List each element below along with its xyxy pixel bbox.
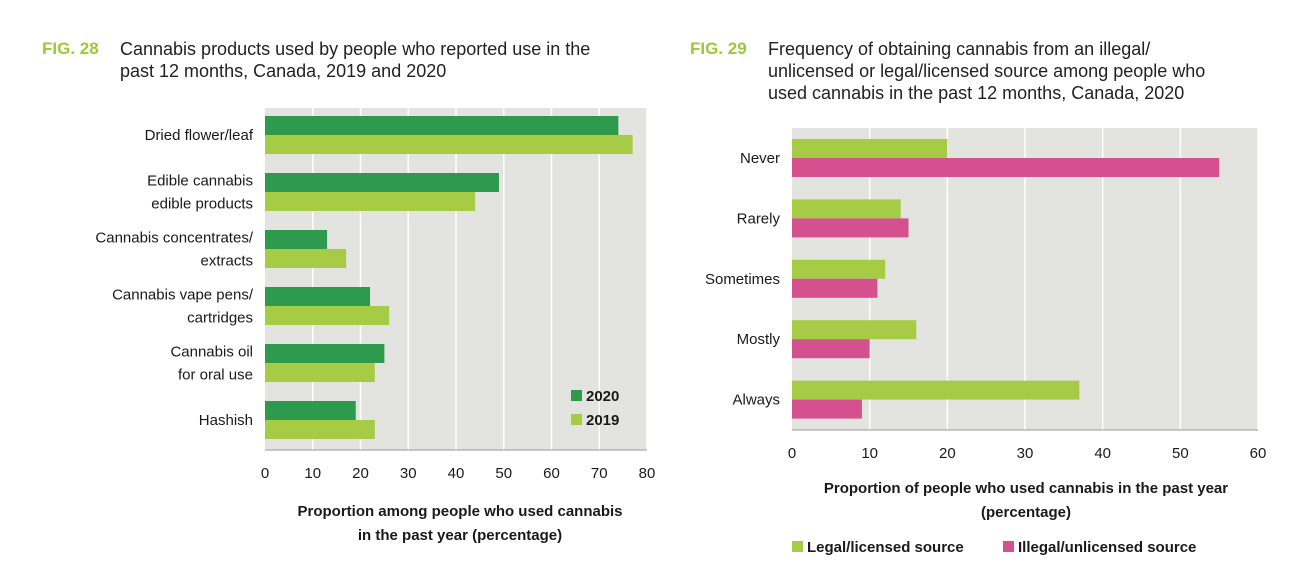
fig28-bar-2020 (265, 230, 328, 249)
fig29-bar-illegal-unlicensed-source (792, 399, 862, 419)
fig28-category-label: Edible cannabis (147, 173, 253, 190)
fig28-bar-2019 (265, 420, 375, 439)
fig29-tick-label: 20 (939, 445, 956, 462)
fig29-bar-illegal-unlicensed-source (792, 339, 870, 359)
fig28-bar-2019 (265, 306, 390, 325)
fig29-tick-label: 0 (788, 445, 796, 462)
fig29-bar-legal-licensed-source (792, 259, 886, 279)
fig29-bar-legal-licensed-source (792, 139, 948, 158)
fig29-bar-legal-licensed-source (792, 320, 917, 340)
fig28-title: Cannabis products used by people who rep… (120, 38, 660, 82)
fig29-tick-label: 60 (1250, 445, 1267, 462)
fig28-title-line1: Cannabis products used by people who rep… (120, 39, 591, 59)
fig29-legend-swatch-illegal-unlicensed-source (1003, 541, 1014, 552)
fig29-title-line3: used cannabis in the past 12 months, Can… (768, 83, 1185, 103)
fig28-tick-label: 70 (591, 465, 608, 482)
fig29-x-axis-title-line1: Proportion of people who used cannabis i… (824, 480, 1228, 497)
fig28-category-label: edible products (151, 196, 253, 213)
fig28-x-axis-title-line1: Proportion among people who used cannabi… (297, 503, 622, 520)
fig29-legend-label-illegal-unlicensed-source: Illegal/unlicensed source (1018, 539, 1196, 556)
fig28-bar-2019 (265, 192, 476, 211)
fig28-tick-label: 80 (639, 465, 656, 482)
fig29-bar-illegal-unlicensed-source (792, 218, 909, 238)
fig28-category-label: Cannabis vape pens/ (112, 287, 254, 304)
fig28-title-line2: past 12 months, Canada, 2019 and 2020 (120, 61, 447, 81)
fig29-bar-illegal-unlicensed-source (792, 278, 878, 298)
fig28-legend-swatch-2020 (571, 390, 582, 401)
fig28-category-label: cartridges (187, 310, 253, 327)
fig28-tick-label: 0 (261, 465, 269, 482)
fig28-label: FIG. 28 (42, 39, 99, 58)
fig28-legend-swatch-2019 (571, 414, 582, 425)
fig28-bar-2020 (265, 344, 385, 363)
fig28-bar-2019 (265, 135, 633, 154)
fig28-legend-label-2019: 2019 (586, 412, 619, 429)
fig28-bar-2020 (265, 116, 619, 135)
fig29-bar-legal-licensed-source (792, 199, 901, 219)
fig29-tick-label: 30 (1017, 445, 1034, 462)
fig28-bar-2019 (265, 249, 347, 268)
fig29-tick-label: 40 (1094, 445, 1111, 462)
fig29-category-label: Mostly (737, 331, 781, 348)
fig29-category-label: Rarely (737, 210, 781, 227)
fig28-bar-2020 (265, 173, 499, 192)
fig29-category-label: Always (732, 392, 780, 409)
fig28-category-label: extracts (200, 253, 253, 270)
fig29-title-line1: Frequency of obtaining cannabis from an … (768, 39, 1151, 59)
fig29-category-label: Never (740, 150, 780, 167)
fig28-tick-label: 30 (400, 465, 417, 482)
fig28-category-label: for oral use (178, 367, 253, 384)
fig29-bar-illegal-unlicensed-source (792, 158, 1220, 177)
fig28-tick-label: 20 (352, 465, 369, 482)
fig28-category-label: Cannabis oil (170, 344, 253, 361)
fig29-legend-label-legal-licensed-source: Legal/licensed source (807, 539, 964, 556)
fig28-bar-2020 (265, 401, 356, 420)
fig29-tick-label: 50 (1172, 445, 1189, 462)
fig28-x-axis-title-line2: in the past year (percentage) (358, 527, 562, 544)
fig28-category-label: Dried flower/leaf (145, 127, 254, 144)
fig29-category-label: Sometimes (705, 271, 780, 288)
fig29-legend-swatch-legal-licensed-source (792, 541, 803, 552)
fig29-x-axis-title-line2: (percentage) (981, 504, 1071, 521)
fig29-bar-legal-licensed-source (792, 380, 1080, 400)
fig29-title: Frequency of obtaining cannabis from an … (768, 38, 1278, 104)
fig28-bar-2019 (265, 363, 375, 382)
fig29-title-line2: unlicensed or legal/licensed source amon… (768, 61, 1206, 81)
fig28-category-label: Hashish (199, 412, 253, 429)
fig28-tick-label: 50 (495, 465, 512, 482)
fig28-tick-label: 10 (304, 465, 321, 482)
fig28-tick-label: 60 (543, 465, 560, 482)
fig28-category-label: Cannabis concentrates/ (95, 230, 253, 247)
fig28-legend-label-2020: 2020 (586, 388, 619, 405)
fig29-label: FIG. 29 (690, 39, 747, 58)
fig28-bar-2020 (265, 287, 371, 306)
fig28-tick-label: 40 (448, 465, 465, 482)
fig29-tick-label: 10 (861, 445, 878, 462)
